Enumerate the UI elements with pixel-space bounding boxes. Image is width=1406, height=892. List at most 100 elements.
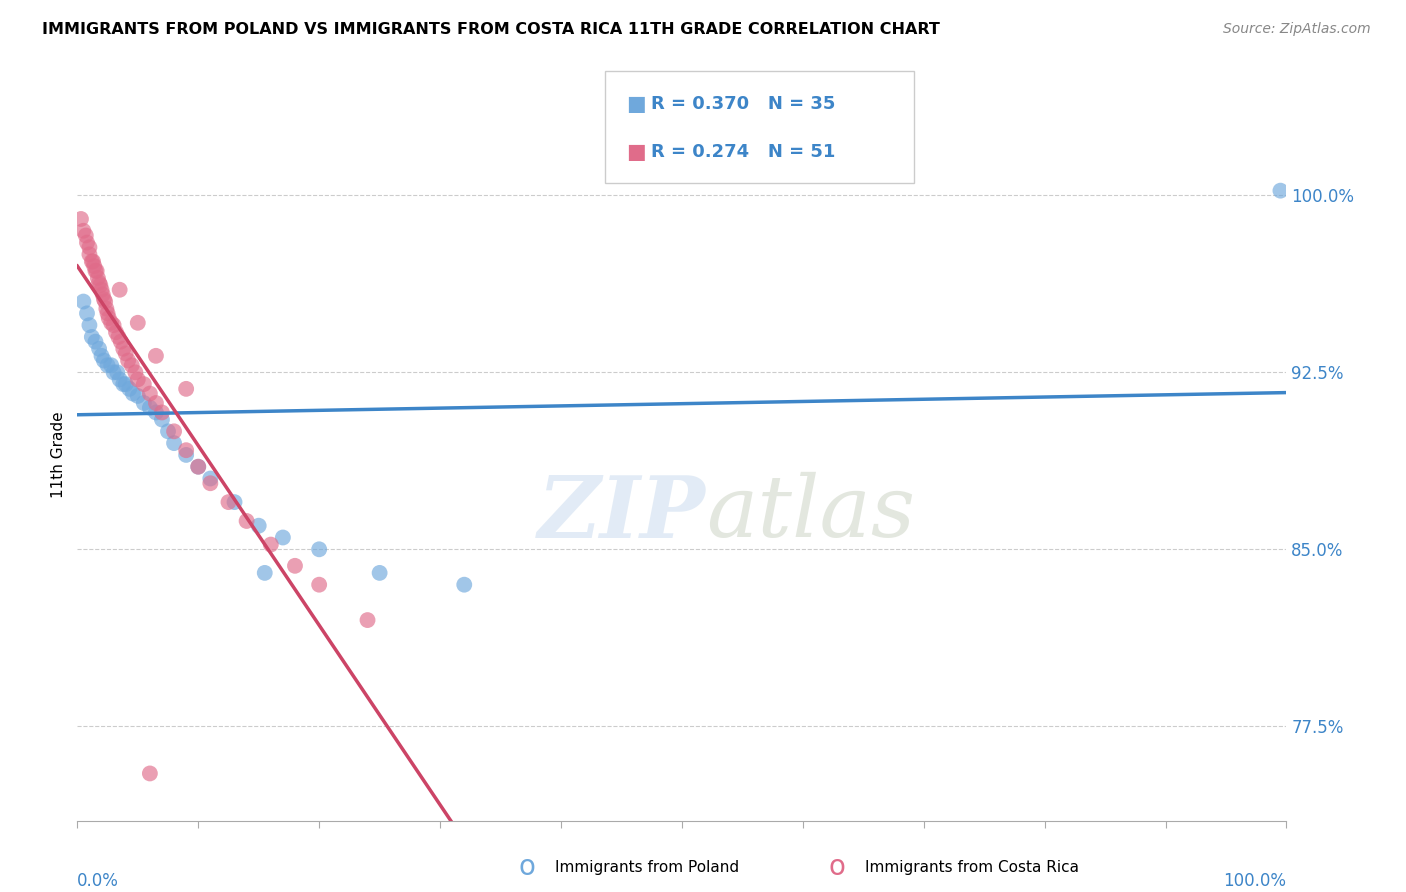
Point [356, 613, 378, 627]
Point [187, 459, 209, 474]
Point [145, 396, 167, 410]
Point [114, 377, 136, 392]
Point [253, 566, 276, 580]
Point [96, 301, 118, 316]
Point [117, 353, 139, 368]
Point [132, 396, 155, 410]
Point [174, 448, 197, 462]
Point [235, 514, 257, 528]
Point [79, 240, 101, 254]
Point [87, 276, 110, 290]
Point [260, 538, 283, 552]
Point [284, 558, 307, 573]
Point [103, 365, 125, 379]
Point [453, 577, 475, 591]
Point [132, 377, 155, 392]
Point [82, 254, 104, 268]
Point [93, 353, 115, 368]
Text: Immigrants from Poland: Immigrants from Poland [555, 860, 740, 874]
Text: ■: ■ [626, 95, 645, 114]
Point [127, 372, 149, 386]
Text: R = 0.274   N = 51: R = 0.274 N = 51 [651, 143, 835, 161]
Point [112, 377, 135, 392]
Point [118, 382, 141, 396]
Point [90, 349, 112, 363]
Text: ZIP: ZIP [538, 472, 706, 555]
Point [103, 318, 125, 333]
Point [150, 412, 173, 426]
Text: ■: ■ [626, 142, 645, 161]
Point [114, 346, 136, 360]
Point [163, 436, 186, 450]
Point [122, 386, 145, 401]
Point [79, 247, 101, 261]
Point [96, 306, 118, 320]
Point [108, 372, 131, 386]
Text: Source: ZipAtlas.com: Source: ZipAtlas.com [1223, 22, 1371, 37]
Point [100, 358, 122, 372]
Point [271, 531, 294, 545]
Text: 100.0%: 100.0% [1223, 871, 1286, 890]
Point [94, 294, 117, 309]
Point [89, 278, 111, 293]
Point [86, 264, 108, 278]
Point [139, 386, 162, 401]
Point [187, 459, 209, 474]
Point [105, 325, 128, 339]
Point [96, 358, 118, 372]
Point [308, 577, 330, 591]
Point [174, 443, 197, 458]
Point [174, 382, 197, 396]
Point [1270, 184, 1292, 198]
Point [87, 342, 110, 356]
Point [124, 365, 146, 379]
Point [110, 334, 132, 349]
Text: R = 0.370   N = 35: R = 0.370 N = 35 [651, 95, 835, 113]
Text: atlas: atlas [706, 472, 915, 555]
Point [200, 476, 222, 491]
Point [150, 405, 173, 419]
Y-axis label: 11th Grade: 11th Grade [51, 411, 66, 499]
Point [247, 518, 270, 533]
Point [127, 389, 149, 403]
Point [84, 264, 107, 278]
Point [93, 292, 115, 306]
Text: 0.0%: 0.0% [77, 871, 120, 890]
Point [84, 334, 107, 349]
Point [76, 306, 98, 320]
Point [105, 365, 128, 379]
Point [70, 211, 93, 226]
Point [218, 495, 240, 509]
Point [139, 766, 162, 780]
Point [100, 316, 122, 330]
Point [108, 283, 131, 297]
Point [90, 283, 112, 297]
Point [157, 425, 180, 439]
Point [139, 401, 162, 415]
Point [200, 471, 222, 485]
Text: o: o [519, 853, 536, 881]
Point [145, 405, 167, 419]
Point [75, 228, 97, 243]
Point [76, 235, 98, 250]
Point [145, 349, 167, 363]
Text: Immigrants from Costa Rica: Immigrants from Costa Rica [865, 860, 1078, 874]
Text: o: o [828, 853, 845, 881]
Point [127, 316, 149, 330]
Point [368, 566, 391, 580]
Point [121, 358, 143, 372]
Point [97, 311, 120, 326]
Point [83, 259, 105, 273]
Point [91, 287, 114, 301]
Text: IMMIGRANTS FROM POLAND VS IMMIGRANTS FROM COSTA RICA 11TH GRADE CORRELATION CHAR: IMMIGRANTS FROM POLAND VS IMMIGRANTS FRO… [42, 22, 941, 37]
Point [72, 224, 94, 238]
Point [80, 254, 103, 268]
Point [80, 330, 103, 344]
Point [79, 318, 101, 333]
Point [87, 271, 110, 285]
Point [308, 542, 330, 557]
Point [112, 342, 135, 356]
Point [72, 294, 94, 309]
Point [163, 425, 186, 439]
Point [224, 495, 246, 509]
